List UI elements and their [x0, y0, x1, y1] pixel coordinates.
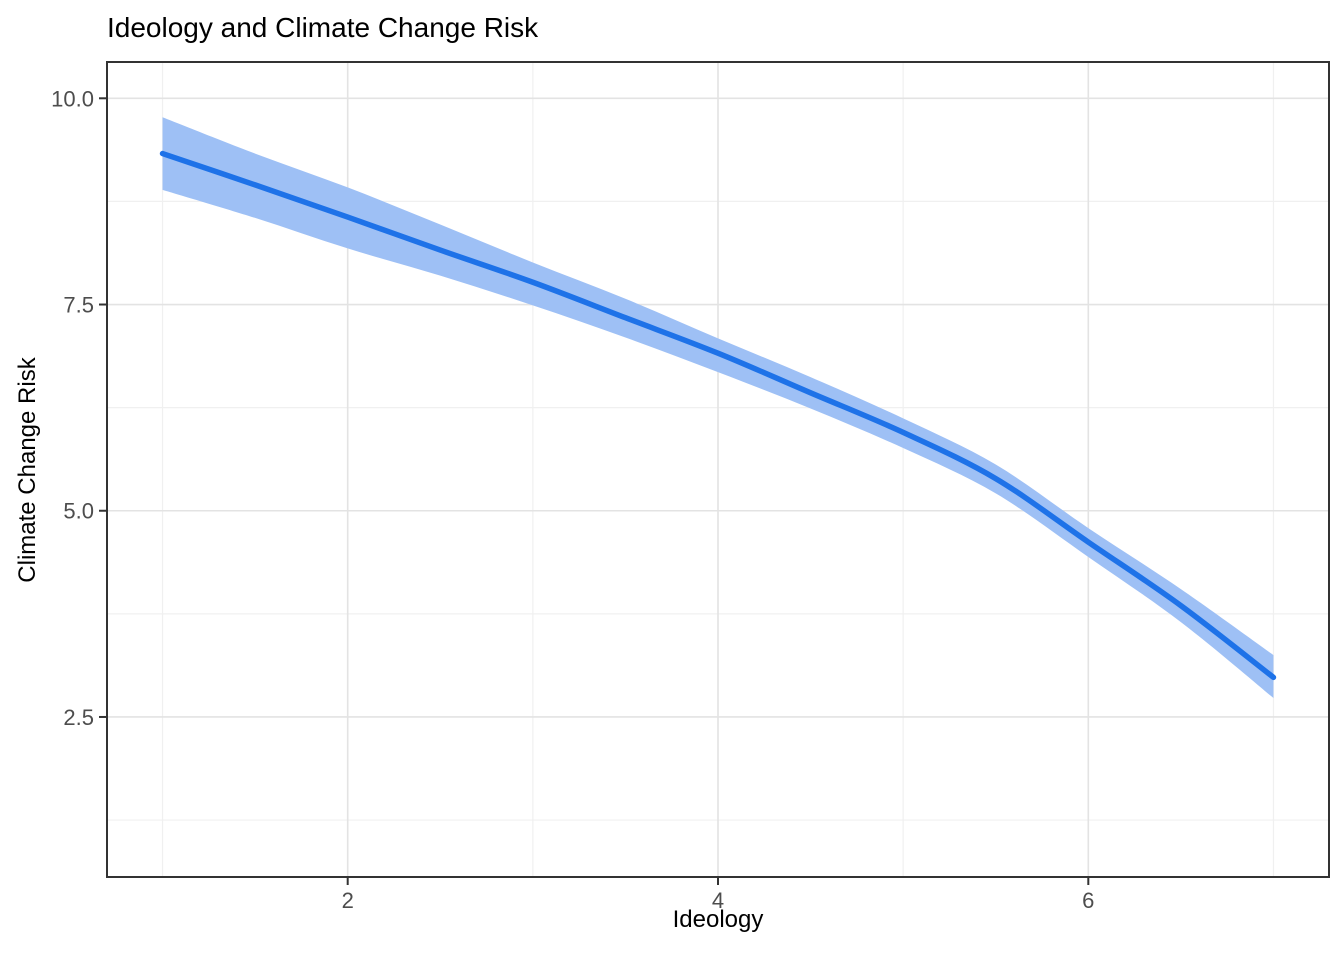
smooth-line	[159, 150, 1277, 681]
chart-title: Ideology and Climate Change Risk	[107, 12, 539, 43]
x-tick-label: 2	[342, 888, 354, 913]
x-axis-title: Ideology	[672, 906, 764, 933]
x-tick-label: 4	[712, 888, 724, 913]
x-tick-label: 6	[1082, 888, 1094, 913]
y-tick-label: 5.0	[63, 499, 94, 524]
y-axis-title: Climate Change Risk	[14, 357, 41, 583]
y-tick-label: 10.0	[51, 86, 94, 111]
y-tick-label: 7.5	[63, 293, 94, 318]
y-tick-label: 2.5	[63, 705, 94, 730]
confidence-ribbon	[162, 117, 1274, 698]
